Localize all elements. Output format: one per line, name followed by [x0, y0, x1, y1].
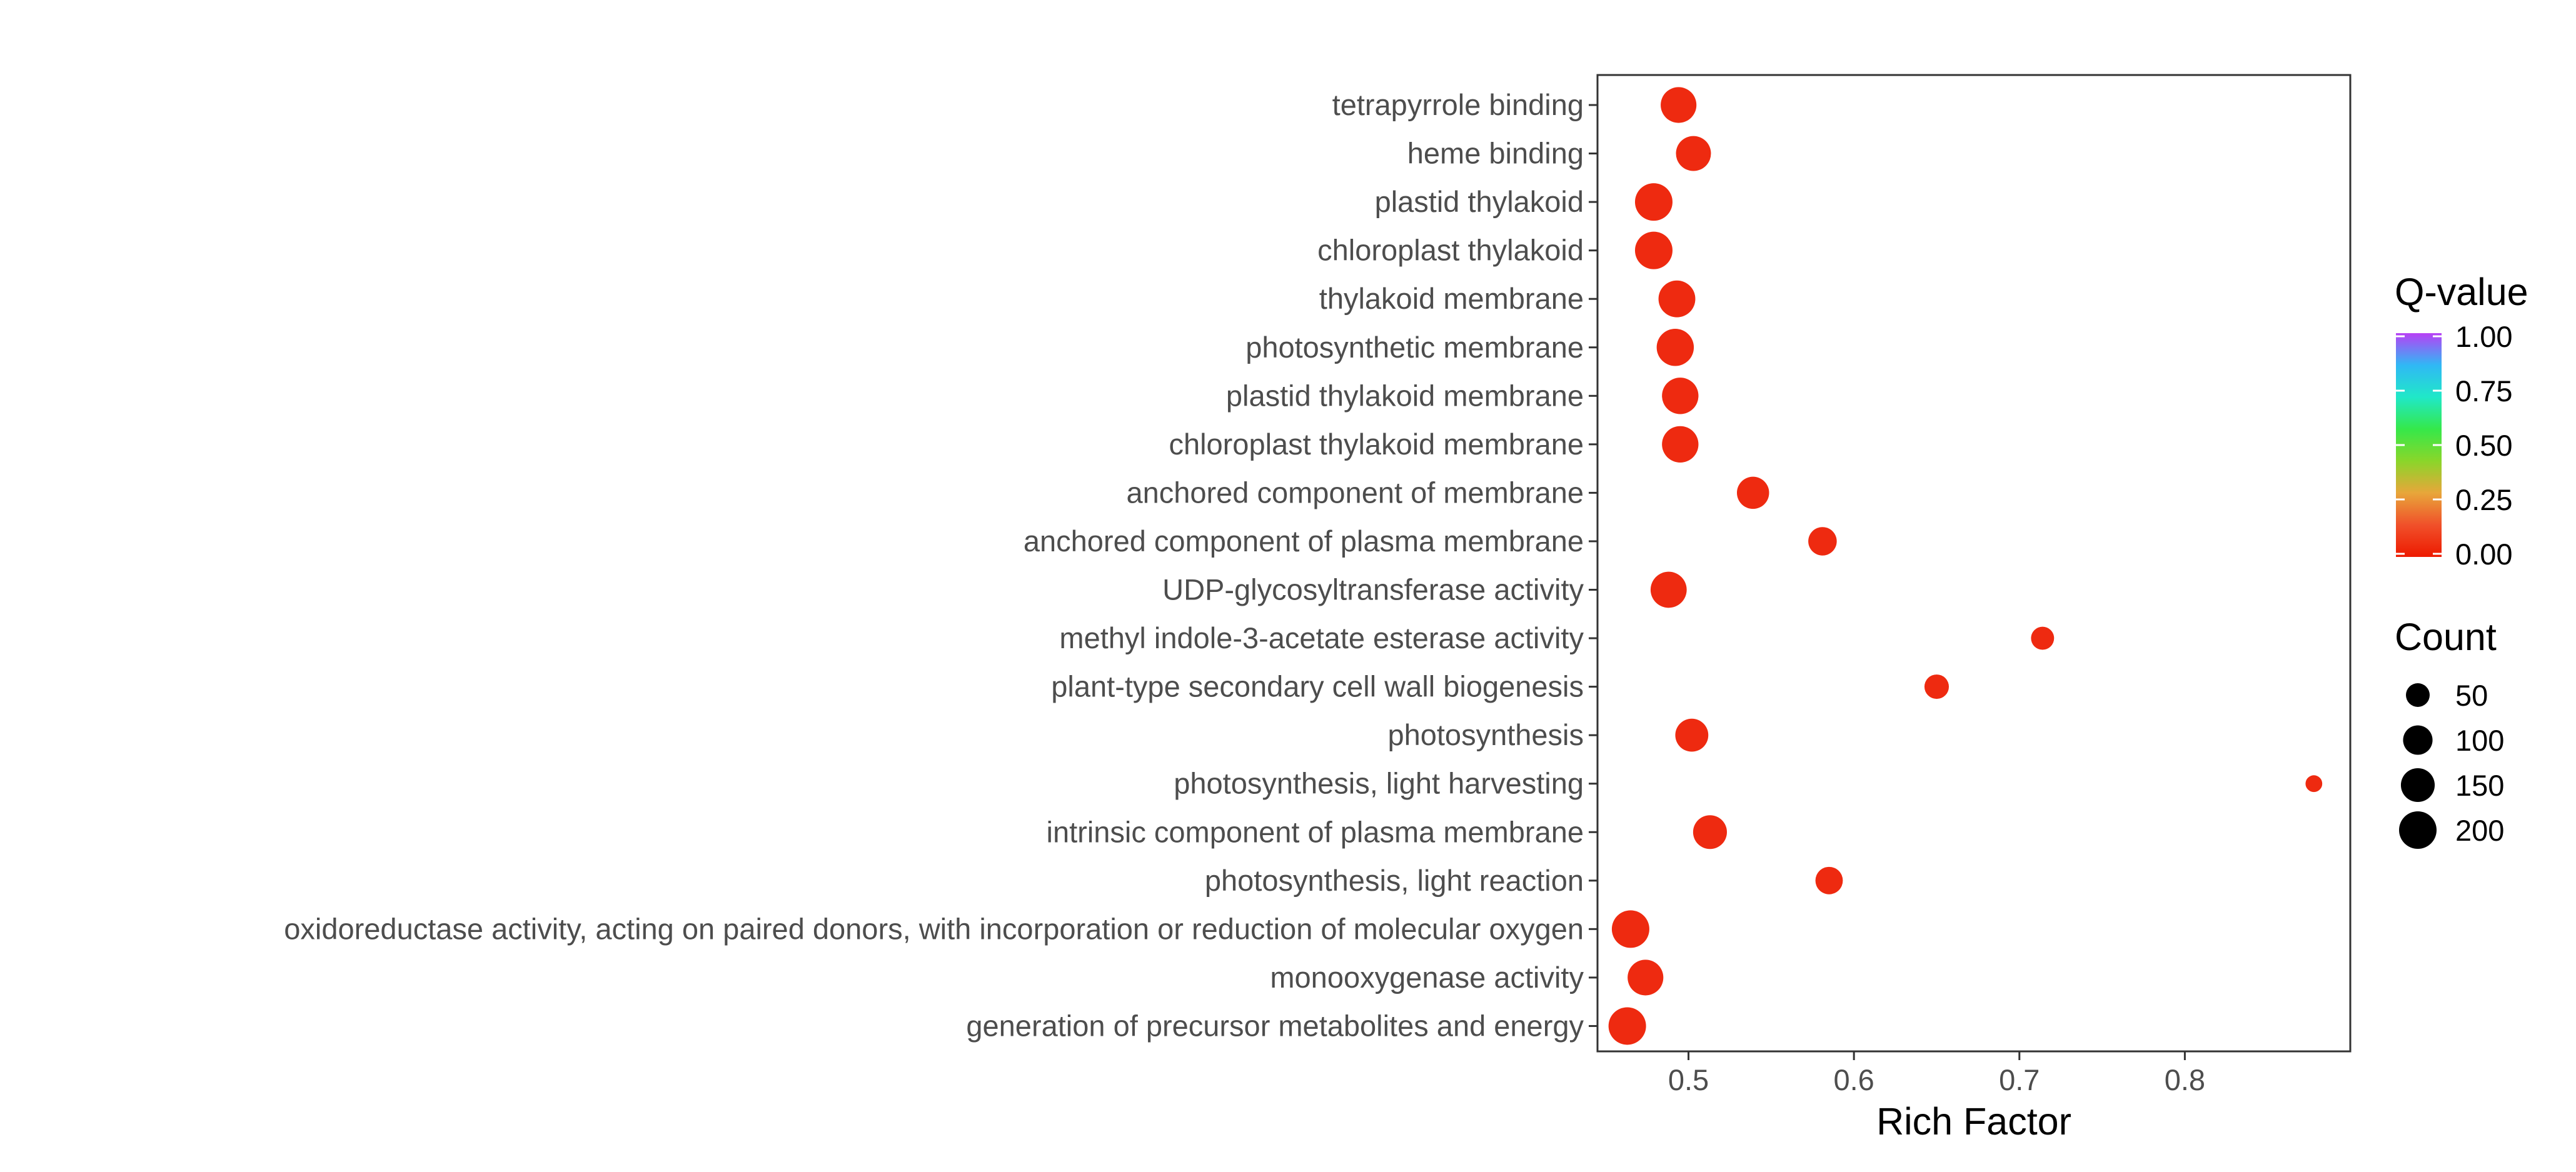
data-point [1628, 959, 1664, 996]
x-axis: 0.5 0.6 0.7 0.8 [1668, 1051, 2205, 1096]
data-point [1676, 136, 1711, 171]
data-point [1634, 183, 1673, 221]
x-tick-label: 0.6 [1833, 1063, 1874, 1096]
plot-panel [1596, 74, 2352, 1053]
y-tick-label: methyl indole-3-acetate esterase activit… [1059, 621, 1584, 654]
color-tick-label: 0.50 [2455, 429, 2512, 462]
y-tick-label: tetrapyrrole binding [1332, 88, 1584, 121]
y-tick-label: anchored component of plasma membrane [1024, 524, 1584, 558]
y-tick-label: thylakoid membrane [1319, 282, 1584, 315]
y-tick-label: chloroplast thylakoid membrane [1169, 428, 1584, 461]
x-tick-label: 0.7 [1999, 1063, 2040, 1096]
y-tick-label: oxidoreductase activity, acting on paire… [284, 912, 1584, 945]
y-tick-label: generation of precursor metabolites and … [966, 1009, 1584, 1042]
y-tick-label: plant-type secondary cell wall biogenesi… [1051, 670, 1584, 703]
data-point [1656, 329, 1694, 366]
color-tick-label: 1.00 [2455, 320, 2512, 353]
data-point [1650, 571, 1687, 608]
color-tick-label: 0.00 [2455, 538, 2512, 571]
data-point [2031, 626, 2055, 650]
y-tick-label: photosynthetic membrane [1245, 331, 1584, 364]
x-tick-label: 0.8 [2165, 1063, 2205, 1096]
data-point [1693, 815, 1727, 849]
data-points [1608, 87, 2323, 1045]
data-point [1737, 476, 1769, 509]
data-point [1924, 674, 1949, 699]
y-tick-label: UDP-glycosyltransferase activity [1162, 573, 1584, 606]
color-legend-title: Q-value [2395, 271, 2528, 313]
data-point [1808, 527, 1837, 556]
data-point [1815, 866, 1843, 894]
size-key-dot [2406, 683, 2430, 707]
y-tick-label: photosynthesis [1387, 718, 1584, 751]
data-point [1608, 1007, 1646, 1045]
color-tick-label: 0.25 [2455, 483, 2512, 516]
data-point [1658, 280, 1696, 318]
y-tick-label: plastid thylakoid membrane [1226, 379, 1584, 412]
size-key-label: 150 [2455, 769, 2504, 802]
x-tick-label: 0.5 [1668, 1063, 1709, 1096]
data-point [2305, 775, 2323, 793]
data-point [1611, 910, 1649, 948]
data-point [1662, 378, 1699, 414]
size-key-dot [2399, 811, 2437, 849]
data-point [1634, 231, 1673, 269]
data-point [1662, 426, 1699, 463]
y-tick-label: anchored component of membrane [1126, 476, 1584, 509]
data-point [1661, 87, 1697, 123]
y-tick-label: plastid thylakoid [1375, 185, 1584, 218]
color-legend-ticks: 1.00 0.75 0.50 0.25 0.00 [2396, 320, 2512, 571]
size-legend-title: Count [2395, 616, 2497, 658]
y-tick-label: intrinsic component of plasma membrane [1047, 815, 1584, 848]
size-key-label: 50 [2455, 679, 2488, 712]
size-legend-keys: 50 100 150 200 [2399, 679, 2504, 849]
legend: Q-value 1.00 0.75 0.50 0.25 0.00 Count 50 100… [2395, 271, 2528, 849]
y-tick-label: photosynthesis, light harvesting [1174, 767, 1584, 800]
y-tick-label: heme binding [1407, 137, 1584, 170]
size-key-label: 100 [2455, 724, 2504, 757]
color-tick-label: 0.75 [2455, 374, 2512, 408]
x-axis-title: Rich Factor [1876, 1100, 2071, 1143]
y-axis: tetrapyrrole binding heme binding plastid … [284, 88, 1597, 1042]
size-key-dot [2400, 768, 2435, 803]
size-key-dot [2403, 725, 2433, 755]
y-tick-label: chloroplast thylakoid [1317, 234, 1584, 267]
y-tick-label: monooxygenase activity [1270, 961, 1584, 994]
y-tick-label: photosynthesis, light reaction [1205, 864, 1584, 897]
data-point [1675, 718, 1709, 752]
size-key-label: 200 [2455, 814, 2504, 847]
